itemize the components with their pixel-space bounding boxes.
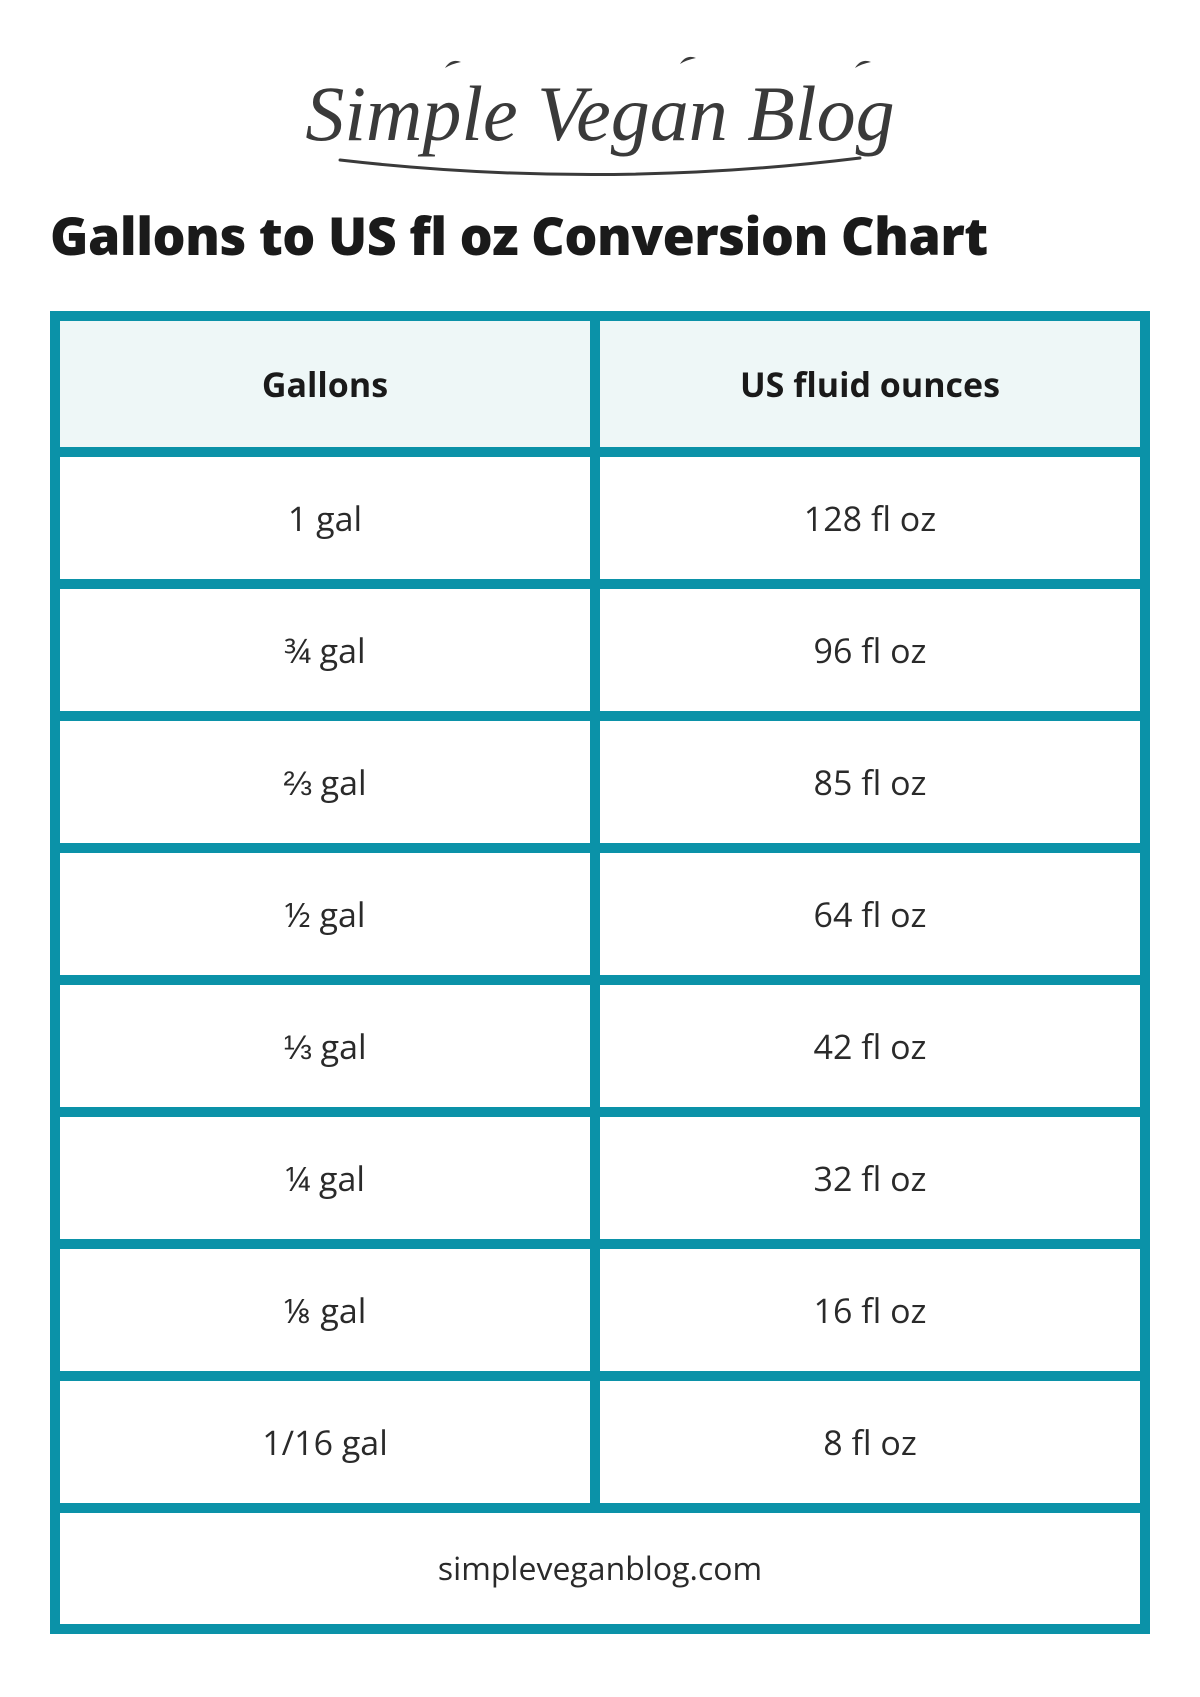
- table-row: 1/16 gal 8 fl oz: [60, 1381, 1140, 1513]
- table-row: ⅔ gal 85 fl oz: [60, 721, 1140, 853]
- col-header-floz: US fluid ounces: [600, 321, 1140, 457]
- logo-icon: Simple Vegan Blog: [280, 50, 920, 180]
- conversion-table: Gallons US fluid ounces 1 gal 128 fl oz …: [50, 311, 1150, 1634]
- table-row: ⅛ gal 16 fl oz: [60, 1249, 1140, 1381]
- table-footer: simpleveganblog.com: [60, 1513, 1140, 1624]
- cell-gallons: ⅛ gal: [60, 1249, 600, 1381]
- table-row: ¾ gal 96 fl oz: [60, 589, 1140, 721]
- cell-floz: 96 fl oz: [600, 589, 1140, 721]
- cell-floz: 128 fl oz: [600, 457, 1140, 589]
- table-row: 1 gal 128 fl oz: [60, 457, 1140, 589]
- cell-gallons: ¼ gal: [60, 1117, 600, 1249]
- cell-gallons: ⅔ gal: [60, 721, 600, 853]
- cell-gallons: ¾ gal: [60, 589, 600, 721]
- cell-floz: 8 fl oz: [600, 1381, 1140, 1513]
- col-header-gallons: Gallons: [60, 321, 600, 457]
- cell-gallons: 1/16 gal: [60, 1381, 600, 1513]
- table-row: ½ gal 64 fl oz: [60, 853, 1140, 985]
- table-row: ¼ gal 32 fl oz: [60, 1117, 1140, 1249]
- table-body: 1 gal 128 fl oz ¾ gal 96 fl oz ⅔ gal 85 …: [60, 457, 1140, 1624]
- table-row: ⅓ gal 42 fl oz: [60, 985, 1140, 1117]
- cell-gallons: ½ gal: [60, 853, 600, 985]
- page-title: Gallons to US fl oz Conversion Chart: [50, 200, 1150, 271]
- cell-gallons: ⅓ gal: [60, 985, 600, 1117]
- cell-floz: 42 fl oz: [600, 985, 1140, 1117]
- cell-floz: 32 fl oz: [600, 1117, 1140, 1249]
- table-header-row: Gallons US fluid ounces: [60, 321, 1140, 457]
- cell-floz: 85 fl oz: [600, 721, 1140, 853]
- cell-gallons: 1 gal: [60, 457, 600, 589]
- svg-text:Simple Vegan Blog: Simple Vegan Blog: [305, 70, 894, 157]
- table-footer-row: simpleveganblog.com: [60, 1513, 1140, 1624]
- brand-logo: Simple Vegan Blog: [280, 50, 920, 180]
- cell-floz: 16 fl oz: [600, 1249, 1140, 1381]
- cell-floz: 64 fl oz: [600, 853, 1140, 985]
